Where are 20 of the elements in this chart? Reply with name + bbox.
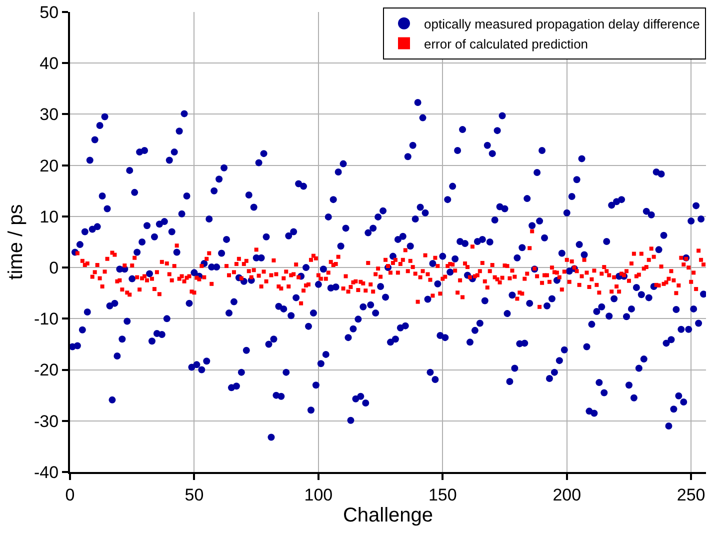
y-tick-label: -40: [34, 462, 59, 482]
x-tick-label: 150: [428, 485, 457, 504]
y-tick-label: 50: [40, 2, 59, 22]
y-tick-label: 40: [40, 54, 59, 74]
y-axis-title: time / ps: [5, 204, 28, 280]
x-tick-label: 100: [304, 485, 333, 504]
y-tick-label: 10: [40, 207, 59, 226]
y-tick-label: -20: [34, 360, 59, 380]
y-tick-label: 0: [49, 258, 59, 278]
x-tick-label: 0: [65, 485, 75, 504]
y-tick-label: 20: [40, 156, 59, 176]
x-axis-title: Challenge: [342, 504, 434, 526]
x-tick-label: 200: [552, 485, 582, 504]
x-tick-label: 50: [184, 485, 204, 504]
legend-label: error of calculated prediction: [424, 36, 588, 52]
y-tick-label: -30: [34, 412, 59, 431]
y-tick-label: -10: [34, 310, 59, 329]
legend-label: optically measured propagation delay difference: [424, 16, 700, 32]
x-tick-label: 250: [676, 485, 706, 504]
y-tick-label: 30: [40, 105, 59, 124]
